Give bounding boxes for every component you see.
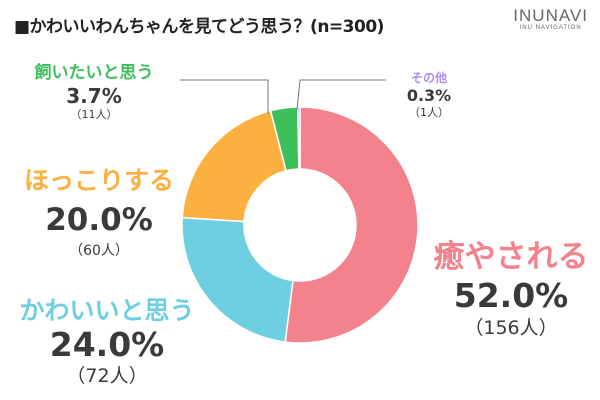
donut-slices [181, 106, 419, 344]
slice-percent-other: 0.3% [406, 86, 452, 105]
slice-count-want-keep: （11人） [70, 108, 118, 121]
slice-count-other: （1人） [409, 106, 449, 119]
leader-line-want-keep [180, 79, 269, 114]
leader-line-other [296, 79, 386, 111]
slice-percent-want-keep: 3.7% [66, 84, 122, 108]
slice-category-relieved: ほっこりする [23, 166, 174, 195]
brand-name: INUNAVI [513, 6, 588, 25]
donut-slice-healed [284, 106, 419, 344]
donut-slice-cute [181, 216, 294, 343]
slice-category-want-keep: 飼いたいと思う [34, 63, 154, 83]
slice-count-cute: （72人） [66, 365, 148, 387]
brand-logo: INUNAVI INU NAVIGATION [513, 6, 588, 31]
slice-count-relieved: （60人） [69, 243, 129, 259]
donut-slice-other [297, 106, 301, 170]
slice-category-healed: 癒やされる [433, 239, 589, 275]
slice-label-healed: 癒やされる 52.0% （156人） [426, 238, 596, 340]
slice-label-other: その他 0.3% （1人） [384, 70, 474, 120]
slice-category-other: その他 [410, 71, 447, 85]
chart-title: ■かわいいわんちゃんを見てどう思う？(n=300) [14, 17, 384, 37]
leader-lines [180, 79, 386, 114]
slice-percent-cute: 24.0% [49, 325, 165, 364]
slice-label-cute: かわいいと思う 24.0% （72人） [2, 296, 212, 388]
slice-category-cute: かわいいと思う [19, 296, 195, 325]
slice-label-relieved: ほっこりする 20.0% （60人） [4, 164, 194, 260]
slice-count-healed: （156人） [464, 317, 558, 339]
donut-slice-relieved [181, 109, 287, 223]
slice-percent-healed: 52.0% [453, 276, 569, 315]
slice-label-want-keep: 飼いたいと思う 3.7% （11人） [14, 62, 174, 122]
brand-subtitle: INU NAVIGATION [519, 25, 582, 31]
slice-percent-relieved: 20.0% [45, 202, 153, 238]
